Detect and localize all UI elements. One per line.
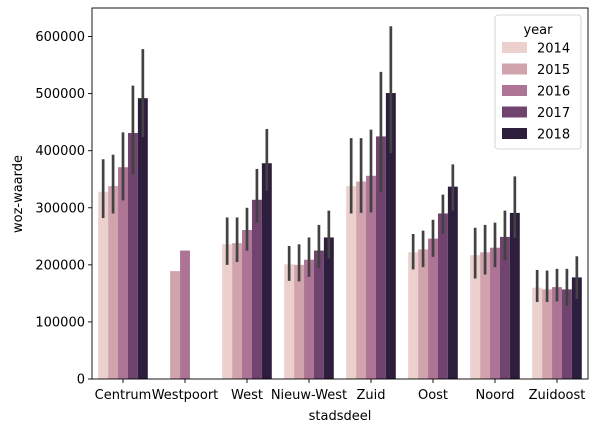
legend-title: year [523, 23, 553, 38]
bar-zuid-2015 [356, 181, 367, 379]
bar-oost-2014 [408, 252, 419, 379]
y-tick-label-300000: 300000 [35, 201, 85, 216]
bars-layer [98, 93, 582, 380]
legend-swatch-2014 [502, 42, 527, 53]
bar-oost-2016 [428, 238, 438, 379]
error-bars-layer [101, 26, 579, 306]
bar-nieuw-west-2018 [323, 237, 334, 379]
bar-noord-2018 [509, 212, 520, 379]
y-axis: 0 100000 200000 300000 400000 500000 600000 [35, 30, 92, 388]
y-tick-label-400000: 400000 [35, 144, 85, 159]
legend-items: 2014 2015 2016 2017 2018 [502, 42, 570, 143]
bar-zuidoost-2018 [571, 277, 582, 379]
legend: year 2014 2015 2016 2017 2018 [494, 14, 582, 150]
bar-nieuw-west-2017 [313, 250, 324, 379]
x-tick-label-zuid: Zuid [356, 388, 385, 403]
bar-nieuw-west-2015 [294, 264, 305, 379]
legend-swatch-2018 [502, 128, 527, 139]
bar-oost-2017 [437, 213, 448, 379]
bar-zuidoost-2015 [542, 289, 553, 379]
bar-noord-2017 [499, 236, 510, 379]
bar-zuid-2017 [375, 136, 386, 379]
legend-label-2018: 2018 [537, 128, 570, 143]
bar-centrum-2016 [118, 167, 128, 379]
bar-zuid-2014 [346, 186, 357, 379]
bar-oost-2015 [418, 249, 429, 379]
bar-zuidoost-2014 [532, 287, 543, 379]
bar-zuidoost-2016 [552, 287, 562, 379]
bar-nieuw-west-2016 [304, 259, 314, 379]
bar-west-2014 [222, 244, 233, 379]
bar-westpoort-2016 [180, 250, 190, 379]
legend-swatch-2017 [502, 106, 527, 118]
legend-label-2017: 2017 [537, 106, 570, 121]
x-tick-label-oost: Oost [418, 388, 448, 403]
bar-westpoort-2015 [170, 271, 181, 379]
legend-label-2016: 2016 [537, 85, 570, 100]
bar-noord-2015 [480, 252, 491, 379]
bar-zuid-2018 [385, 93, 396, 379]
bar-noord-2016 [490, 247, 500, 379]
x-tick-label-nieuw-west: Nieuw-West [271, 388, 347, 403]
x-axis-label: stadsdeel [309, 409, 372, 424]
legend-label-2014: 2014 [537, 42, 570, 57]
legend-swatch-2015 [502, 63, 527, 75]
bar-west-2016 [242, 230, 252, 379]
bar-zuidoost-2017 [561, 289, 572, 379]
bar-oost-2018 [447, 186, 458, 379]
bar-centrum-2015 [108, 186, 119, 379]
bar-west-2015 [232, 243, 243, 379]
bar-centrum-2014 [98, 191, 109, 379]
bar-centrum-2017 [127, 133, 138, 379]
x-tick-label-west: West [231, 388, 263, 403]
y-tick-label-200000: 200000 [35, 258, 85, 273]
y-tick-label-600000: 600000 [35, 30, 85, 45]
y-tick-label-100000: 100000 [35, 315, 85, 330]
x-tick-label-zuidoost: Zuidoost [529, 388, 586, 403]
legend-label-2015: 2015 [537, 63, 570, 78]
bar-noord-2014 [470, 255, 481, 379]
y-tick-label-500000: 500000 [35, 87, 85, 102]
x-tick-label-noord: Noord [476, 388, 515, 403]
plot-frame [91, 7, 589, 380]
bar-west-2018 [261, 163, 272, 379]
bar-west-2017 [251, 199, 262, 379]
x-axis: Centrum Westpoort West Nieuw-West Zuid Oost No… [95, 379, 586, 403]
legend-swatch-2016 [502, 85, 527, 96]
bar-centrum-2018 [137, 98, 148, 380]
y-tick-label-0: 0 [77, 373, 85, 388]
bar-nieuw-west-2014 [284, 264, 295, 379]
x-tick-label-westpoort: Westpoort [152, 388, 219, 403]
y-axis-label: woz-waarde [11, 155, 26, 233]
bar-zuid-2016 [366, 175, 376, 379]
x-tick-label-centrum: Centrum [95, 388, 152, 403]
